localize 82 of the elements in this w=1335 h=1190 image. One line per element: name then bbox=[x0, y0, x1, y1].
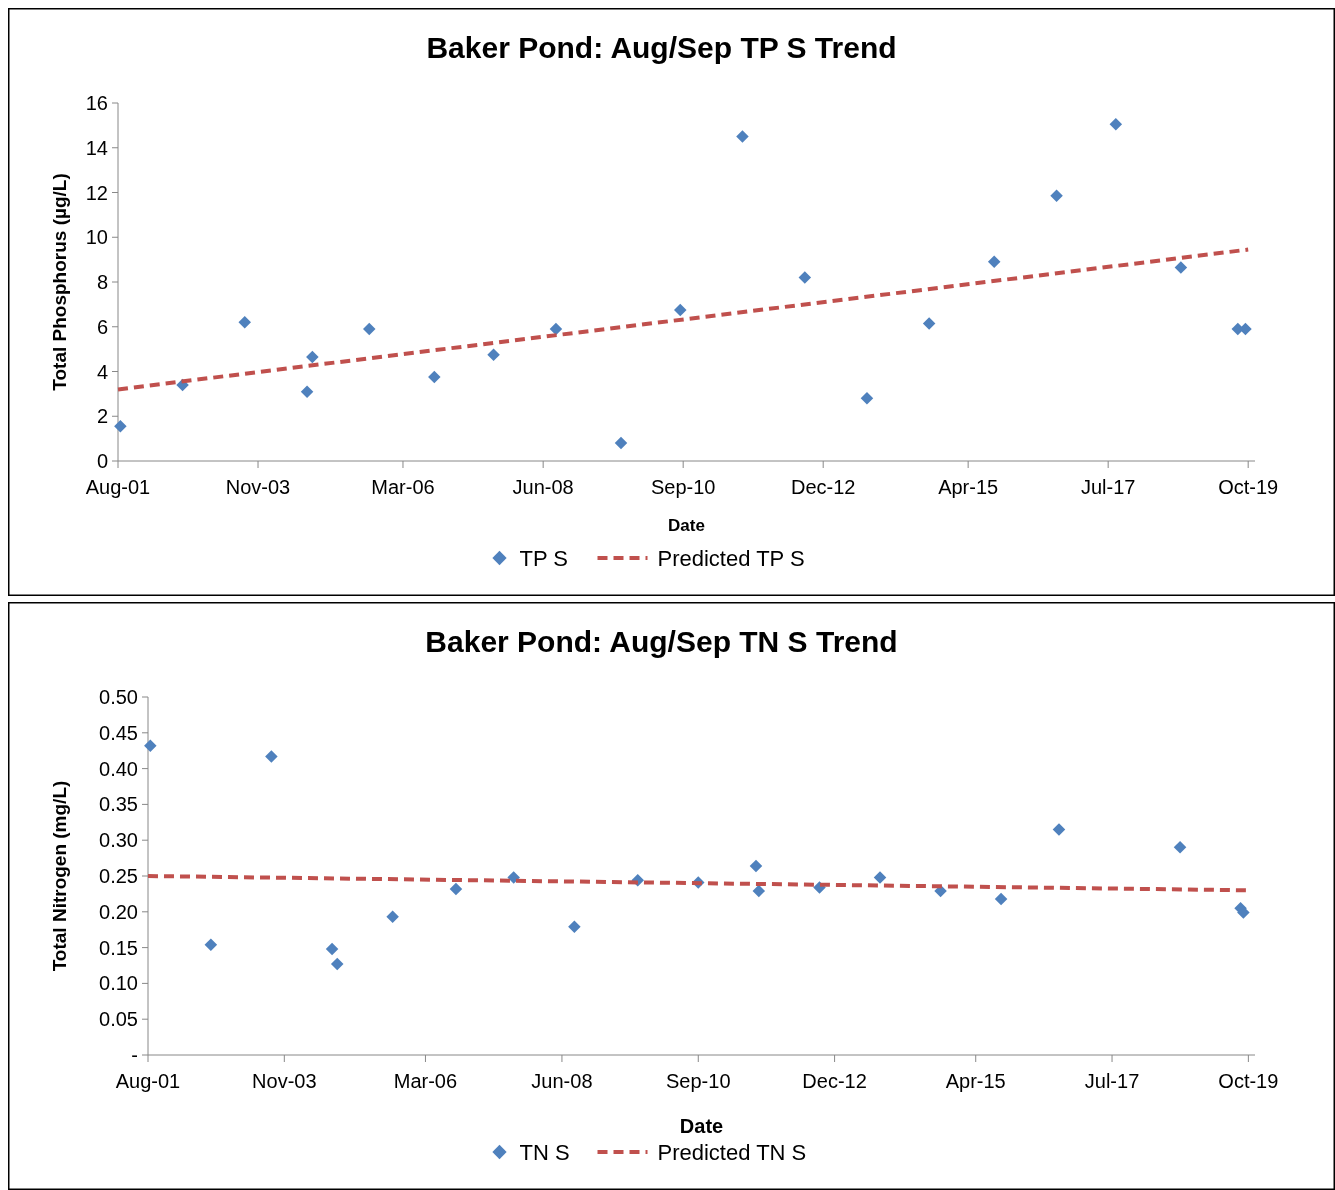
y-tick-label: 0.15 bbox=[99, 936, 138, 959]
point bbox=[1239, 322, 1252, 336]
point bbox=[873, 871, 887, 884]
x-tick-label: Oct-19 bbox=[1218, 476, 1279, 498]
point bbox=[487, 348, 500, 361]
x-tick-label: Dec-12 bbox=[802, 1070, 867, 1092]
point bbox=[325, 942, 339, 956]
x-tick-label: Nov-03 bbox=[225, 476, 291, 498]
y-tick-label: 4 bbox=[96, 360, 108, 383]
legend-label: Predicted TN S bbox=[657, 1139, 807, 1165]
point bbox=[507, 871, 520, 884]
y-tick-label: 10 bbox=[85, 226, 108, 249]
y-tick-label: 14 bbox=[85, 136, 108, 159]
point bbox=[265, 750, 278, 763]
point bbox=[114, 420, 127, 433]
x-tick-label: Dec-12 bbox=[790, 476, 856, 498]
point bbox=[922, 317, 936, 330]
point bbox=[144, 739, 157, 752]
y-tick-label: 0.25 bbox=[99, 865, 138, 887]
point bbox=[428, 370, 441, 384]
y-tick-label: - bbox=[131, 1044, 138, 1066]
legend-label: TP S bbox=[519, 545, 569, 571]
point bbox=[1109, 117, 1123, 131]
legend-label: Predicted TP S bbox=[657, 545, 805, 571]
point bbox=[1050, 189, 1063, 203]
x-tick-label: Apr-15 bbox=[938, 476, 999, 498]
y-tick-label: 8 bbox=[96, 271, 108, 293]
x-tick-label: Jun-08 bbox=[512, 476, 574, 498]
x-tick-label: Nov-03 bbox=[252, 1070, 317, 1092]
point bbox=[987, 255, 1001, 269]
point bbox=[330, 957, 344, 971]
point bbox=[306, 350, 319, 364]
point bbox=[674, 303, 687, 317]
point bbox=[1052, 823, 1066, 836]
point bbox=[749, 859, 763, 873]
x-tick-label: Oct-19 bbox=[1218, 1070, 1279, 1092]
point bbox=[752, 884, 766, 898]
y-tick-label: 0 bbox=[96, 450, 108, 472]
point bbox=[994, 892, 1008, 906]
point bbox=[568, 920, 581, 934]
y-tick-label: 12 bbox=[85, 181, 108, 204]
y-tick-label: 0.50 bbox=[99, 686, 138, 708]
y-tick-label: 6 bbox=[96, 315, 108, 338]
x-tick-label: Mar-06 bbox=[393, 1070, 458, 1092]
legend-label: TN S bbox=[519, 1139, 570, 1165]
chart-title: Baker Pond: Aug/Sep TP S Trend bbox=[426, 31, 897, 64]
y-tick-label: 0.10 bbox=[99, 972, 138, 995]
x-tick-label: Mar-06 bbox=[371, 476, 435, 498]
point bbox=[860, 392, 874, 405]
x-tick-label: Apr-15 bbox=[945, 1070, 1006, 1092]
y-axis-title: Total Phosphorus (µg/L) bbox=[49, 173, 70, 391]
y-tick-label: 0.30 bbox=[99, 829, 138, 852]
point bbox=[1173, 841, 1187, 854]
x-tick-label: Jun-08 bbox=[531, 1070, 593, 1092]
x-tick-label: Jul-17 bbox=[1084, 1070, 1140, 1092]
point bbox=[386, 910, 399, 924]
y-tick-label: 0.45 bbox=[99, 721, 138, 744]
point bbox=[204, 938, 218, 951]
x-tick-label: Jul-17 bbox=[1080, 476, 1136, 498]
point bbox=[798, 271, 812, 284]
point bbox=[238, 316, 251, 329]
point bbox=[449, 882, 463, 896]
chart-title: Baker Pond: Aug/Sep TN S Trend bbox=[425, 625, 898, 658]
point bbox=[300, 385, 314, 398]
x-axis-title: Date bbox=[668, 516, 705, 535]
y-tick-label: 0.05 bbox=[99, 1008, 138, 1031]
x-tick-label: Aug-01 bbox=[115, 1070, 181, 1092]
point bbox=[1174, 261, 1188, 274]
point bbox=[736, 130, 749, 143]
y-tick-label: 16 bbox=[85, 92, 108, 114]
x-tick-label: Sep-10 bbox=[666, 1070, 731, 1092]
y-tick-label: 0.35 bbox=[99, 793, 138, 816]
point bbox=[362, 322, 376, 336]
y-tick-label: 2 bbox=[96, 405, 108, 428]
x-tick-label: Sep-10 bbox=[650, 476, 716, 498]
y-tick-label: 0.40 bbox=[99, 757, 138, 780]
x-tick-label: Aug-01 bbox=[85, 476, 151, 498]
point bbox=[549, 322, 563, 336]
point bbox=[614, 436, 628, 450]
y-axis-title: Total Nitrogen (mg/L) bbox=[49, 780, 70, 972]
y-tick-label: 0.20 bbox=[99, 900, 138, 923]
x-axis-title: Date bbox=[679, 1115, 724, 1137]
